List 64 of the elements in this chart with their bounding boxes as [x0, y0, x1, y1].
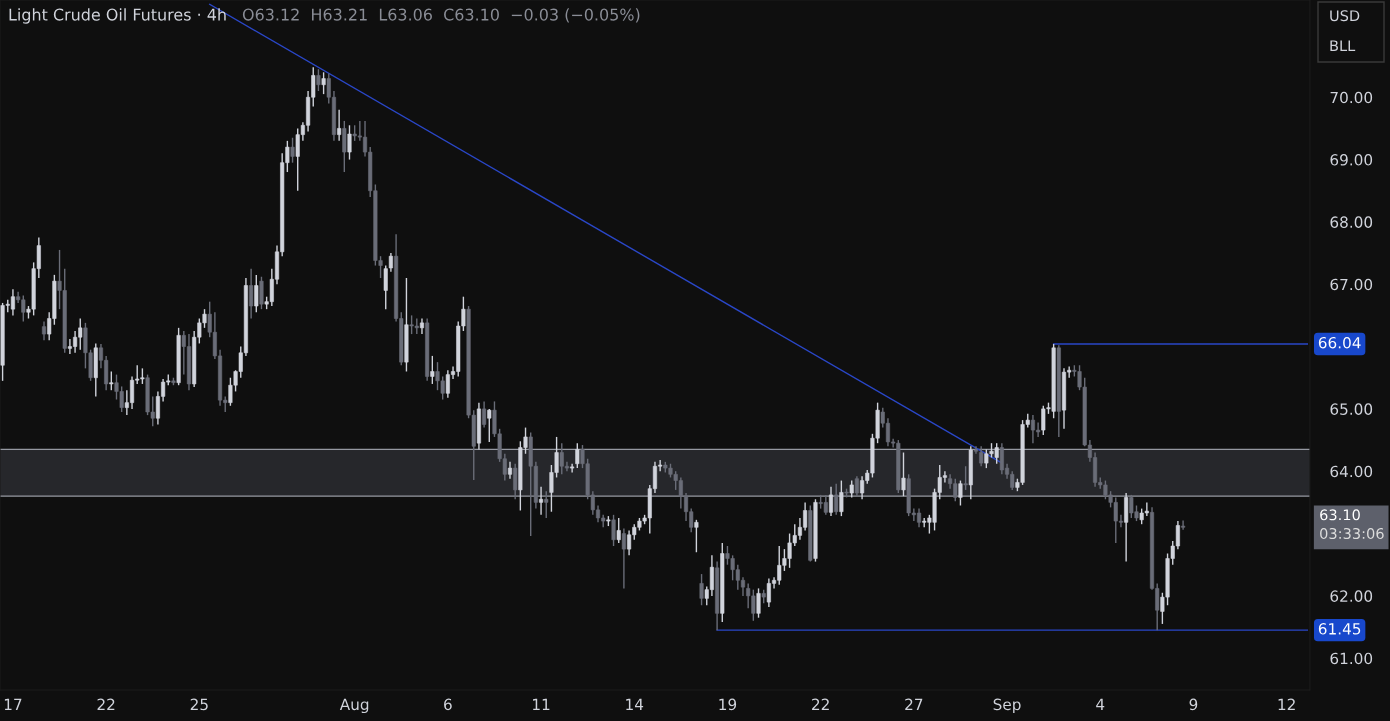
candlestick [259, 276, 264, 310]
data-label: 61.45 [1318, 623, 1361, 635]
x-tick-label: 12 [1278, 698, 1295, 710]
candlestick [430, 355, 435, 385]
y-tick-label: 68.00 [1330, 216, 1373, 228]
y-tick-label: 62.00 [1330, 590, 1373, 602]
x-tick-label: 22 [812, 698, 829, 710]
candlestick [316, 68, 321, 92]
candlestick [901, 451, 906, 497]
candlestick [254, 274, 259, 313]
candlestick [621, 527, 626, 590]
candlestick [342, 120, 347, 173]
text: 03:33:06 [1320, 527, 1384, 540]
candlestick [482, 400, 487, 429]
x-tick-label: 6 [444, 698, 452, 711]
x-tick-label: 27 [905, 698, 923, 710]
chart-subtitle: O63.12 H63.21 L63.06 C63.10 −0.03 (−0.05%) [242, 8, 640, 23]
candlestick [699, 573, 704, 606]
x-tick-label: 19 [719, 698, 737, 711]
candlestick [756, 587, 761, 619]
candlestick [979, 445, 984, 467]
candlestick [109, 370, 114, 391]
y-tick-label: 70.00 [1330, 91, 1373, 104]
candlestick [828, 486, 834, 517]
candlestick [487, 408, 492, 443]
x-tick-label: 11 [533, 698, 550, 710]
text: Light Crude Oil Futures · 4h [9, 8, 226, 24]
x-tick-label: Sep [993, 698, 1021, 714]
candlestick [575, 442, 580, 469]
x-tick-label: 14 [626, 698, 644, 710]
candlestick [337, 109, 342, 142]
candlestick [834, 482, 839, 516]
candlestick [616, 517, 621, 544]
candlestick [513, 463, 518, 500]
candlestick [321, 71, 326, 95]
candlestick [249, 267, 254, 320]
candlestick [854, 475, 859, 497]
candlestick [544, 490, 549, 519]
candlestick [1181, 519, 1186, 531]
text: 63.10 [1320, 509, 1360, 521]
candlestick [611, 514, 616, 547]
candlestick [958, 479, 963, 507]
text: USD [1330, 10, 1360, 22]
y-tick-label: 67.00 [1330, 278, 1373, 291]
y-tick-label: 64.00 [1330, 465, 1373, 478]
x-tick-label: 17 [4, 698, 22, 710]
x-tick-label: 9 [1189, 698, 1198, 711]
candlestick [539, 486, 544, 516]
y-tick-label: 65.00 [1330, 403, 1373, 415]
x-tick-label: 22 [97, 698, 115, 710]
y-tick-label: 61.00 [1330, 652, 1373, 665]
data-label: 66.04 [1318, 336, 1361, 349]
candlestick [963, 465, 968, 491]
candlestick [839, 479, 844, 517]
x-tick-label: 4 [1096, 698, 1105, 710]
candlestick [694, 519, 699, 553]
candlestick [290, 137, 295, 164]
candlestick [973, 445, 979, 455]
candlestick [347, 124, 352, 161]
y-tick-label: 69.00 [1330, 154, 1373, 166]
x-tick-label: 25 [190, 698, 208, 711]
text: BLL [1330, 40, 1356, 52]
candlestick [41, 320, 47, 342]
x-tick-label: Aug [339, 698, 369, 714]
